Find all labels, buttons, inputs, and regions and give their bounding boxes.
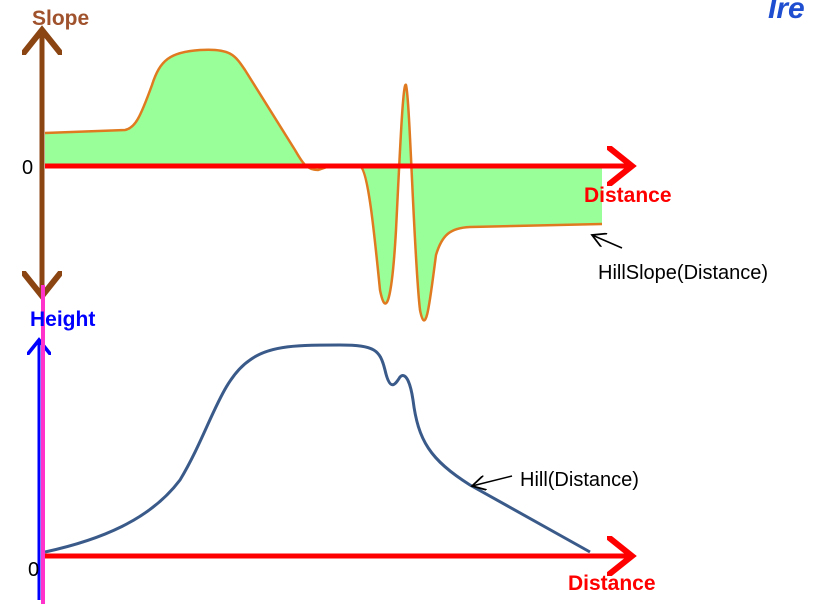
curve-label: Hill(Distance) — [520, 469, 639, 491]
hill-curve — [44, 343, 591, 554]
origin-label: 0 — [28, 559, 39, 581]
slope-curve — [44, 48, 603, 322]
x-axis-label: Distance — [584, 184, 672, 207]
origin-label: 0 — [22, 157, 33, 179]
slope-label: Slope — [32, 7, 89, 30]
curve-label: HillSlope(Distance) — [598, 262, 768, 284]
pointer — [592, 235, 623, 249]
height-label: Height — [30, 308, 95, 331]
x-axis-label: Distance — [568, 572, 656, 595]
slope-area — [45, 49, 602, 321]
pointer — [472, 475, 513, 486]
corner-text: Ire — [768, 0, 805, 25]
